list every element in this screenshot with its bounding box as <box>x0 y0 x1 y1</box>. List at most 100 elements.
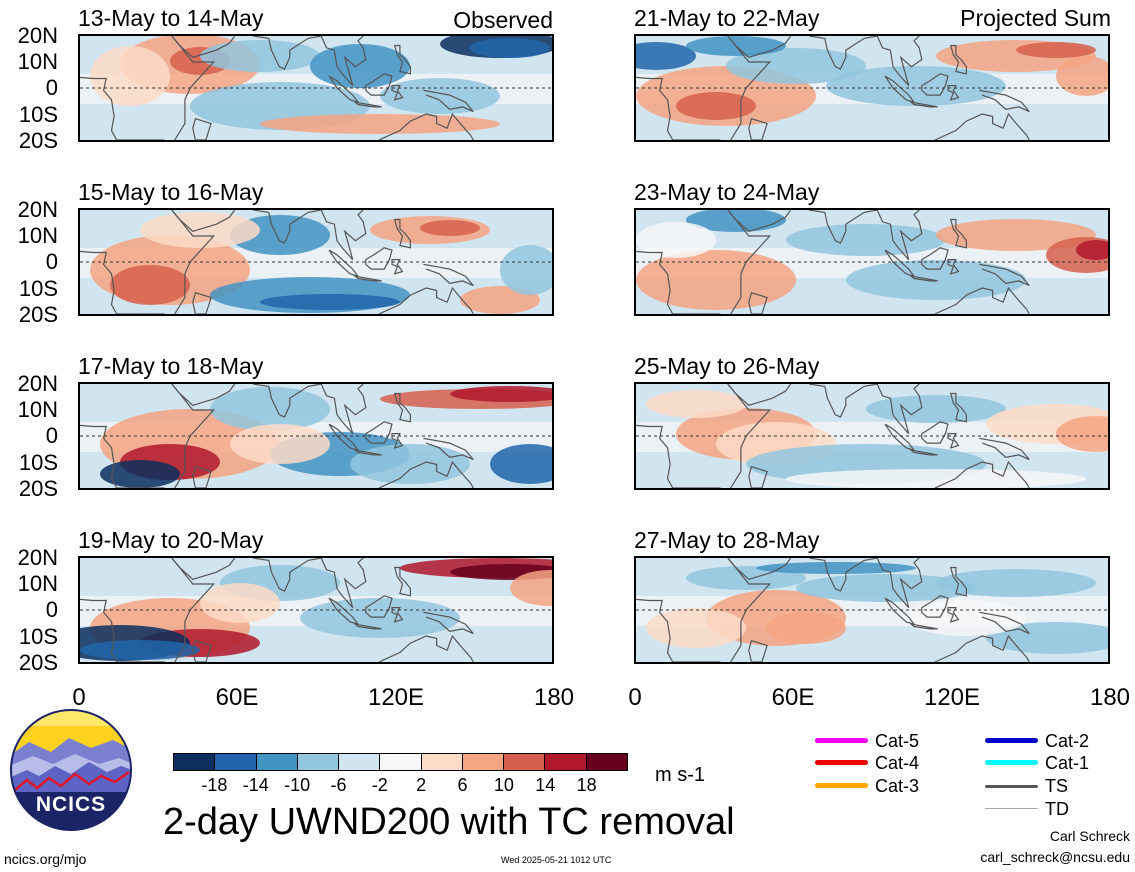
coastline <box>876 36 923 86</box>
coastline <box>423 89 474 113</box>
coastline <box>636 558 772 662</box>
footer-timestamp: Wed 2025-05-21 1012 UTC <box>501 855 612 865</box>
coastline <box>949 566 967 597</box>
coastline <box>80 384 216 488</box>
coastline <box>979 611 1030 635</box>
lat-label-10n: 10N <box>17 223 58 248</box>
lon-label-0: 0 <box>628 684 642 711</box>
colorbar-swatch <box>586 754 627 770</box>
wind-anomaly-blob <box>636 42 696 70</box>
map-panel-left-3 <box>78 382 554 490</box>
main-title: 2-day UWND200 with TC removal <box>163 801 735 843</box>
coastline <box>253 558 322 592</box>
legend-line-ts <box>985 785 1038 788</box>
wind-anomaly-blob <box>906 600 1026 636</box>
footer-author: Carl Schreck <box>1049 828 1130 844</box>
coastline <box>727 384 792 406</box>
panel-title-left-4: 19-May to 20-May <box>78 527 264 553</box>
coastline <box>365 247 393 270</box>
coastline <box>378 634 474 662</box>
coastline <box>423 611 474 635</box>
wind-anomaly-blob <box>500 245 552 295</box>
coastline <box>876 558 923 608</box>
coastline <box>909 275 938 282</box>
coastline <box>320 210 367 260</box>
coastline <box>393 44 411 75</box>
wind-anomaly-blob <box>686 566 806 590</box>
wind-anomaly-map <box>80 210 552 314</box>
wind-anomaly-blob <box>200 40 320 72</box>
lat-label-0: 0 <box>45 597 58 622</box>
legend-label-td: TD <box>1045 799 1069 819</box>
wind-anomaly-blob <box>686 210 786 232</box>
panel-title-left-2: 15-May to 16-May <box>78 179 264 205</box>
coastline <box>748 117 768 140</box>
wind-anomaly-blob <box>260 294 400 310</box>
coastline <box>979 437 1030 461</box>
wind-anomaly-map <box>636 210 1108 314</box>
wind-anomaly-blob <box>450 386 552 402</box>
wind-anomaly-map <box>636 384 1108 488</box>
coastline <box>636 36 772 140</box>
coastline <box>192 291 212 314</box>
lon-label-60e: 60E <box>771 684 815 711</box>
lat-label-10n: 10N <box>17 571 58 596</box>
coastline <box>391 258 404 275</box>
coastline <box>949 392 967 423</box>
coastline <box>423 263 474 287</box>
coastline <box>809 384 878 418</box>
coastline <box>909 449 938 456</box>
ncics-logo: NCICS <box>10 709 132 831</box>
coastline <box>934 634 1030 662</box>
wind-anomaly-blob <box>100 460 180 488</box>
lat-label-20n: 20N <box>17 545 58 570</box>
coastline <box>921 595 949 618</box>
coastline <box>909 101 938 108</box>
wind-anomaly-blob <box>646 390 746 418</box>
coastline <box>171 558 236 580</box>
coastline <box>934 286 1030 314</box>
colorbar-tick-label: 14 <box>535 775 556 795</box>
colorbar-swatch <box>215 754 257 770</box>
lat-label-10s: 10S <box>18 102 58 127</box>
coastline <box>423 437 474 461</box>
colorbar-tick-label: -18 <box>201 775 228 795</box>
coastline <box>947 606 960 623</box>
map-panel-right-3 <box>634 382 1110 490</box>
wind-anomaly-blob <box>796 574 976 602</box>
coastline <box>353 275 382 282</box>
coastline <box>365 595 393 618</box>
panel-label-projected: Projected Sum <box>960 5 1111 31</box>
legend-line-cat-2 <box>985 738 1038 743</box>
coastline <box>378 112 474 140</box>
legend-line-cat-3 <box>815 783 868 788</box>
coastline <box>192 117 212 140</box>
coastline <box>979 263 1030 287</box>
coastline <box>378 460 474 488</box>
units-label: m s-1 <box>655 764 705 786</box>
coastline <box>320 558 367 608</box>
wind-anomaly-blob <box>230 424 330 464</box>
lat-label-20s: 20S <box>18 476 58 501</box>
footer-site: ncics.org/mjo <box>4 851 87 867</box>
lat-label-20s: 20S <box>18 128 58 153</box>
wind-anomaly-blob <box>866 395 1006 423</box>
lat-label-20n: 20N <box>17 23 58 48</box>
panel-title-right-1: 21-May to 22-May <box>634 5 820 31</box>
footer-email: carl_schreck@ncsu.edu <box>980 849 1130 865</box>
wind-anomaly-blob <box>510 570 552 606</box>
lon-label-180: 180 <box>1089 684 1131 711</box>
coastline <box>934 112 1030 140</box>
legend-label-cat-4: Cat-4 <box>875 753 920 773</box>
coastline <box>320 384 367 434</box>
coastline <box>171 36 236 58</box>
wind-anomaly-blob <box>90 46 170 106</box>
coastline <box>934 460 1030 488</box>
coastline <box>353 449 382 456</box>
wind-anomaly-blob <box>1076 240 1108 260</box>
wind-anomaly-blob <box>200 583 280 623</box>
colorbar-tick-label: -10 <box>284 775 311 795</box>
colorbar-swatch <box>545 754 587 770</box>
wind-anomaly-blob <box>826 66 1006 106</box>
lat-label-10s: 10S <box>18 276 58 301</box>
